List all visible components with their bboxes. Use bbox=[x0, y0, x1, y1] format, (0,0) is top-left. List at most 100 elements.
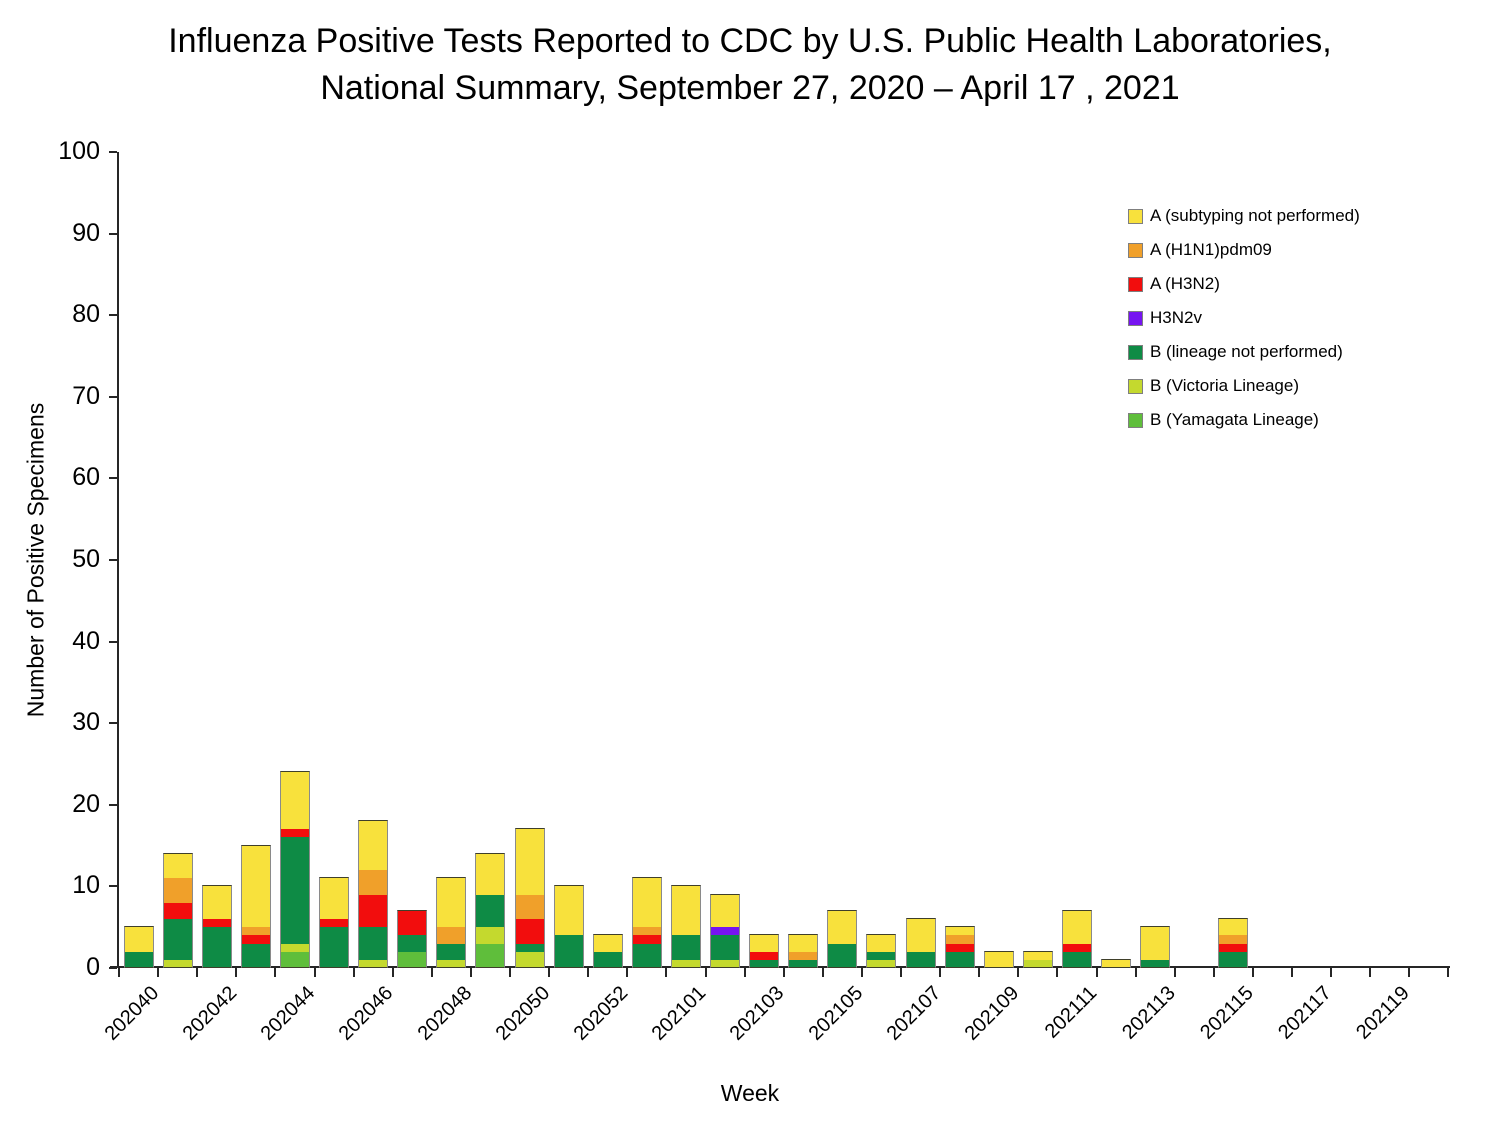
x-axis-tick-label: 202042 bbox=[178, 982, 242, 1045]
bar-segment bbox=[358, 893, 389, 928]
x-axis-tick bbox=[1369, 968, 1372, 977]
bar-segment bbox=[983, 950, 1014, 968]
y-axis-tick bbox=[109, 722, 117, 725]
bar-segment bbox=[162, 852, 193, 879]
x-axis-tick bbox=[1134, 968, 1137, 977]
bar-segment bbox=[553, 934, 584, 968]
x-axis-tick-label: 202111 bbox=[1040, 982, 1102, 1043]
y-axis-tick bbox=[109, 967, 117, 969]
bar-segment bbox=[1061, 942, 1092, 952]
x-axis-tick-label: 202109 bbox=[960, 982, 1024, 1045]
x-axis-tick bbox=[1251, 968, 1254, 977]
legend-item-label: A (H3N2) bbox=[1150, 274, 1220, 293]
bar-segment bbox=[123, 926, 154, 952]
bar-segment bbox=[1218, 918, 1249, 936]
x-axis-tick bbox=[1095, 968, 1098, 977]
bar-segment bbox=[514, 918, 545, 944]
x-axis-tick bbox=[900, 968, 902, 977]
x-axis-tick bbox=[587, 968, 590, 977]
bar-segment bbox=[944, 942, 975, 952]
bar-segment bbox=[358, 958, 389, 968]
bar-segment bbox=[397, 909, 428, 936]
bar-segment bbox=[944, 934, 975, 944]
bar-segment bbox=[905, 950, 936, 968]
x-axis-tick-label: 202052 bbox=[569, 982, 633, 1045]
y-axis-tick bbox=[109, 885, 117, 888]
bar-segment bbox=[710, 893, 741, 928]
y-axis-tick bbox=[109, 314, 117, 317]
bar-segment bbox=[631, 934, 662, 944]
legend-item-label: B (Victoria Lineage) bbox=[1150, 376, 1299, 395]
x-axis-tick bbox=[665, 968, 668, 977]
x-axis-tick bbox=[1056, 968, 1059, 977]
bar-segment bbox=[240, 926, 271, 936]
bar-segment bbox=[162, 958, 193, 968]
y-axis-line bbox=[117, 152, 119, 968]
y-axis-tick-label: 80 bbox=[72, 300, 100, 329]
bar-segment bbox=[319, 918, 350, 928]
x-axis-tick-label: 202103 bbox=[725, 982, 789, 1045]
bar-segment bbox=[710, 958, 741, 968]
x-axis-tick bbox=[1291, 968, 1293, 977]
x-axis-tick bbox=[157, 968, 160, 977]
x-axis-tick-label: 202119 bbox=[1352, 982, 1415, 1044]
x-axis-tick bbox=[978, 968, 981, 977]
x-axis-tick-label: 202048 bbox=[413, 982, 476, 1045]
y-axis-tick-label: 50 bbox=[72, 545, 100, 573]
bar-segment bbox=[279, 771, 310, 830]
x-axis-tick bbox=[313, 968, 316, 977]
y-axis-tick-label: 0 bbox=[86, 953, 100, 981]
y-axis-tick-label: 10 bbox=[72, 871, 100, 900]
bar-segment bbox=[319, 877, 350, 920]
bar-segment bbox=[905, 918, 936, 952]
x-axis-tick bbox=[1173, 968, 1176, 977]
x-axis-tick bbox=[1212, 968, 1215, 977]
x-axis-tick bbox=[939, 968, 942, 977]
x-axis-tick bbox=[860, 968, 863, 977]
x-axis-tick bbox=[391, 968, 394, 977]
bar-segment bbox=[1061, 950, 1092, 968]
y-axis-tick bbox=[109, 559, 117, 561]
x-axis-tick bbox=[469, 968, 472, 977]
bar-segment bbox=[162, 918, 193, 960]
bar-segment bbox=[436, 958, 467, 968]
x-axis-tick bbox=[1408, 968, 1411, 977]
bar-segment bbox=[514, 942, 545, 952]
bar-segment bbox=[358, 869, 389, 895]
bar-segment bbox=[1218, 934, 1249, 944]
x-axis-tick bbox=[548, 968, 551, 977]
bar-segment bbox=[240, 942, 271, 968]
bar-segment bbox=[514, 893, 545, 920]
bar-segment bbox=[592, 950, 623, 968]
legend-item: H3N2v bbox=[1128, 308, 1360, 328]
bar-segment bbox=[592, 934, 623, 952]
x-axis-tick-label: 202044 bbox=[256, 982, 320, 1045]
legend-item: B (lineage not performed) bbox=[1128, 342, 1360, 362]
x-axis-tick bbox=[782, 968, 785, 977]
bar-segment bbox=[475, 852, 506, 895]
y-axis-tick bbox=[109, 803, 117, 806]
bar-segment bbox=[1140, 926, 1171, 960]
bar-segment bbox=[788, 950, 819, 960]
bar-segment bbox=[358, 820, 389, 871]
bar-segment bbox=[279, 828, 310, 838]
y-axis-tick bbox=[109, 477, 117, 480]
x-axis-tick bbox=[704, 968, 707, 977]
x-axis-tick bbox=[430, 968, 433, 977]
bar-segment bbox=[1101, 958, 1132, 968]
x-axis-tick bbox=[235, 968, 238, 977]
x-axis-tick-label: 202117 bbox=[1274, 982, 1337, 1044]
x-axis-tick bbox=[1447, 968, 1450, 977]
x-axis-tick bbox=[626, 968, 629, 977]
bar-segment bbox=[475, 926, 506, 944]
y-axis-tick bbox=[109, 640, 117, 643]
bar-segment bbox=[201, 918, 232, 928]
x-axis-tick bbox=[743, 968, 746, 977]
bar-segment bbox=[710, 926, 741, 936]
x-axis-tick bbox=[352, 968, 355, 977]
x-axis-title: Week bbox=[720, 1080, 780, 1106]
bar-segment bbox=[1218, 950, 1249, 968]
bar-segment bbox=[279, 950, 310, 968]
legend-item: A (subtyping not performed) bbox=[1128, 206, 1360, 226]
